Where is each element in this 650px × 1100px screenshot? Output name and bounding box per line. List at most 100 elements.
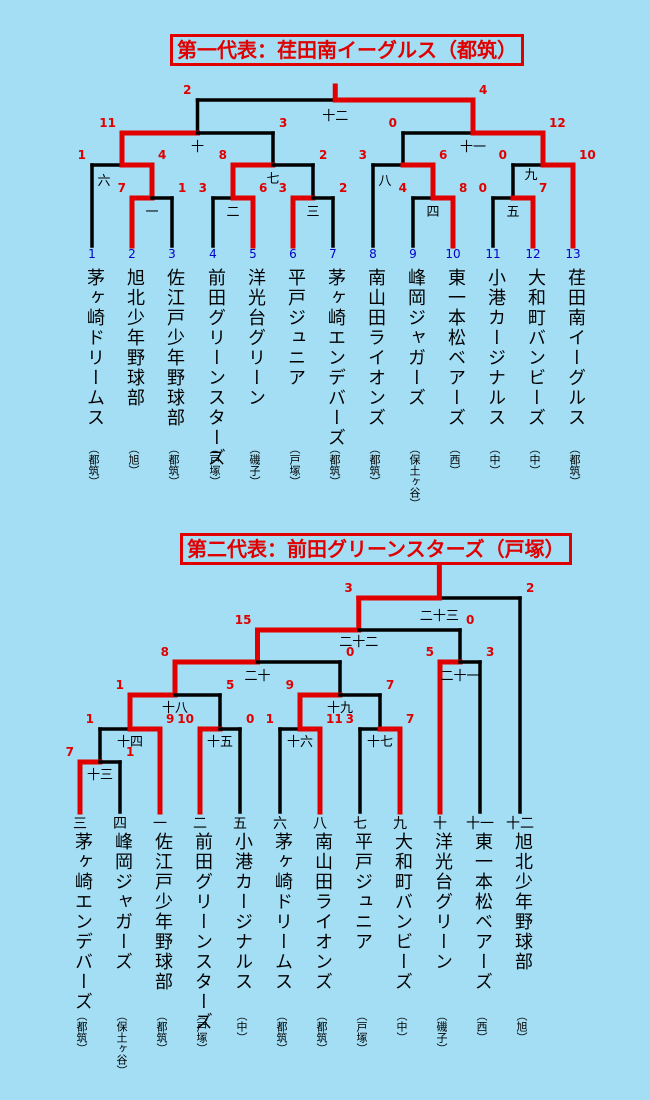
team-seed-number: 13 [565,247,581,261]
team-name: 平戸ジュニア [352,832,373,952]
team-seed-number: 4 [209,247,217,261]
team-area: （戸塚） [355,1010,368,1054]
match-score: 6 [439,148,447,162]
match-score: 4 [479,83,487,97]
match-number-label: 二十三 [420,609,459,624]
match-score: 1 [178,181,186,195]
team-area: （都筑） [87,443,100,487]
team-area: （都筑） [568,443,581,487]
match-number-label: 五 [506,205,519,220]
team-seed-number: 12 [525,247,541,261]
team-seed-number: 四 [113,816,127,832]
team-name: 旭北少年野球部 [512,832,533,972]
team-name: 峰岡ジャガーズ [405,268,426,408]
team-seed-number: 三 [73,816,87,832]
team-seed-number: 2 [128,247,136,261]
team-seed-number: 11 [485,247,501,261]
team-seed-number: 六 [273,816,287,832]
team-area: （戸塚） [208,443,221,487]
match-score: 4 [158,148,166,162]
team-area: （都筑） [368,443,381,487]
team-area: （保土ヶ谷） [408,443,421,509]
team-area: （都筑） [275,1010,288,1054]
team-area: （都筑） [315,1010,328,1054]
bracket1-title: 第一代表：荏田南イーグルス（都筑） [170,34,524,66]
match-score: 11 [326,712,343,726]
team-seed-number: 十二 [506,816,534,832]
team-name: 茅ヶ崎ドリームス [84,268,105,428]
match-score: 3 [346,712,354,726]
match-score: 10 [177,712,194,726]
team-name: 洋光台グリーン [432,832,453,972]
team-seed-number: 五 [233,816,247,832]
team-name: 旭北少年野球部 [124,268,145,408]
match-score: 3 [486,645,494,659]
team-name: 峰岡ジャガーズ [112,832,133,972]
team-seed-number: 十 [433,816,447,832]
match-number-label: 二十一 [440,669,479,684]
match-score: 7 [66,745,74,759]
match-number-label: 十五 [207,735,233,750]
match-number-label: 七 [266,172,279,187]
team-area: （旭） [127,443,140,476]
team-name: 荏田南イーグルス [565,268,586,428]
team-seed-number: 7 [329,247,337,261]
team-area: （西） [475,1010,488,1043]
team-name: 茅ヶ崎エンデバーズ [325,268,346,448]
match-score: 3 [279,116,287,130]
match-score: 7 [406,712,414,726]
team-name: 佐江戸少年野球部 [152,832,173,992]
match-score: 0 [246,712,254,726]
team-area: （都筑） [328,443,341,487]
match-score: 6 [259,181,267,195]
team-area: （都筑） [167,443,180,487]
match-number-label: 十四 [117,735,143,750]
match-score: 2 [339,181,347,195]
match-score: 15 [235,613,252,627]
team-area: （中） [235,1010,248,1043]
match-score: 2 [319,148,327,162]
team-name: 大和町バンビーズ [525,268,546,428]
match-score: 8 [459,181,467,195]
team-area: （中） [528,443,541,476]
match-score: 1 [126,745,134,759]
match-score: 9 [286,678,294,692]
match-number-label: 九 [524,168,537,183]
team-name: 茅ヶ崎ドリームス [272,832,293,992]
team-seed-number: 一 [153,816,167,832]
team-area: （戸塚） [195,1010,208,1054]
team-seed-number: 8 [369,247,377,261]
team-area: （旭） [515,1010,528,1043]
team-seed-number: 5 [249,247,257,261]
match-score: 0 [346,645,354,659]
team-area: （戸塚） [288,443,301,487]
match-score: 7 [386,678,394,692]
match-number-label: 二 [226,205,239,220]
match-number-label: 十九 [327,701,353,716]
team-name: 小港カージナルス [485,268,506,428]
match-score: 3 [344,581,352,595]
team-seed-number: 十一 [466,816,494,832]
match-number-label: 三 [306,205,319,220]
match-number-label: 十七 [367,735,393,750]
team-seed-number: 七 [353,816,367,832]
match-number-label: 十二 [322,109,348,124]
team-seed-number: 3 [168,247,176,261]
team-seed-number: 八 [313,816,327,832]
match-score: 3 [359,148,367,162]
bracket2-title: 第二代表：前田グリーンスターズ（戸塚） [180,533,572,565]
team-name: 平戸ジュニア [285,268,306,388]
match-score: 3 [279,181,287,195]
match-score: 1 [266,712,274,726]
match-score: 11 [99,116,116,130]
team-seed-number: 二 [193,816,207,832]
match-number-label: 六 [97,174,110,189]
match-score: 8 [161,645,169,659]
match-number-label: 二十 [244,669,270,684]
match-score: 8 [219,148,227,162]
team-name: 南山田ライオンズ [312,832,333,992]
team-name: 前田グリーンスターズ [192,832,213,1032]
match-score: 1 [86,712,94,726]
match-score: 1 [78,148,86,162]
